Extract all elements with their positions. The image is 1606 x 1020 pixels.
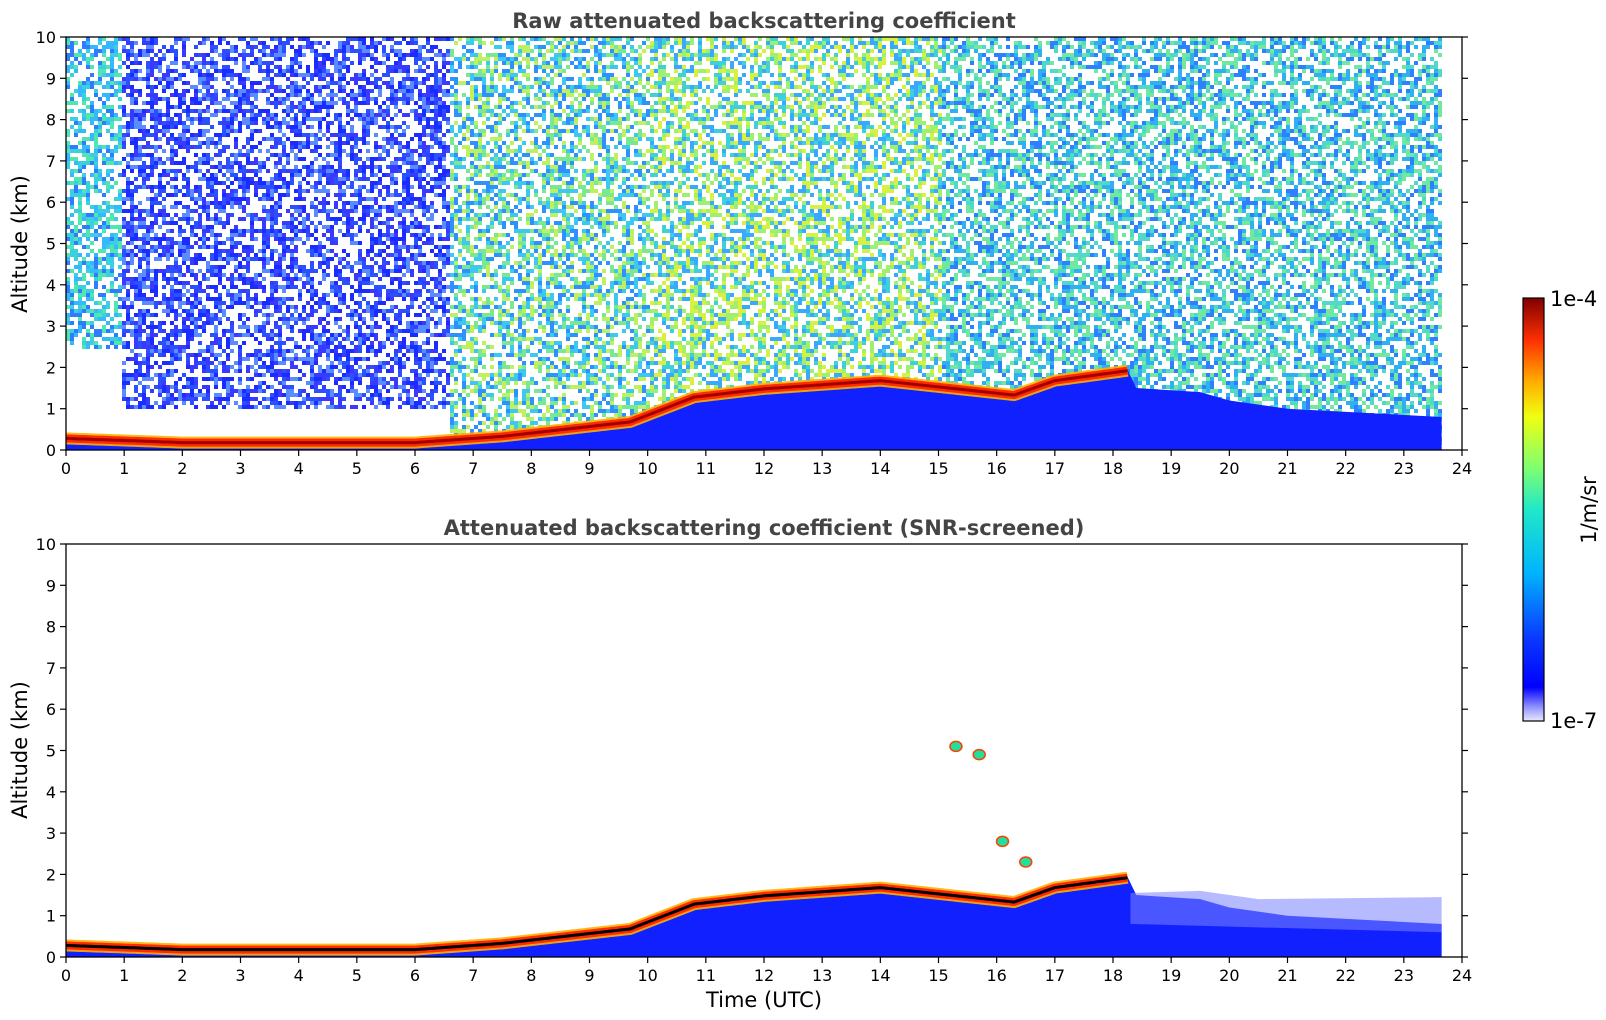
y-tick-label: 9 <box>46 576 56 595</box>
aerosol-layer-band <box>66 364 1129 449</box>
y-tick-label: 7 <box>46 152 56 171</box>
x-tick-label: 12 <box>754 459 774 478</box>
x-tick-label: 11 <box>696 459 716 478</box>
colorbar-min-label: 1e-7 <box>1550 709 1597 733</box>
y-tick-label: 3 <box>46 317 56 336</box>
x-tick-label: 22 <box>1335 966 1355 985</box>
x-tick-label: 24 <box>1452 459 1472 478</box>
x-tick-label: 2 <box>177 966 187 985</box>
x-tick-label: 20 <box>1219 966 1239 985</box>
y-tick-label: 6 <box>46 700 56 719</box>
colorbar-gradient <box>1522 297 1545 722</box>
x-tick-label: 8 <box>526 966 536 985</box>
y-tick-label: 4 <box>46 783 56 802</box>
x-tick-label: 3 <box>235 459 245 478</box>
panel-raw-plot-area <box>66 37 1442 450</box>
x-tick-label: 15 <box>928 459 948 478</box>
x-tick-label: 16 <box>986 459 1006 478</box>
x-tick-label: 0 <box>61 459 71 478</box>
x-tick-label: 1 <box>119 459 129 478</box>
x-tick-label: 8 <box>526 459 536 478</box>
x-tick-label: 12 <box>754 966 774 985</box>
x-tick-label: 5 <box>352 459 362 478</box>
y-tick-label: 3 <box>46 824 56 843</box>
x-tick-label: 10 <box>637 459 657 478</box>
x-tick-label: 14 <box>870 966 890 985</box>
panel-raw-y-label: Altitude (km) <box>8 175 32 313</box>
y-tick-label: 0 <box>46 441 56 460</box>
colorbar: 1e-4 1e-7 1/m/sr <box>1522 287 1601 733</box>
x-tick-label: 24 <box>1452 966 1472 985</box>
x-tick-label: 10 <box>637 966 657 985</box>
panel-raw-x-ticks: 0 1 2 3 4 5 6 7 8 9 10 11 12 13 14 15 16 17 18 19 20 21 22 23 24 <box>61 450 1472 478</box>
y-tick-label: 4 <box>46 276 56 295</box>
x-tick-label: 13 <box>812 966 832 985</box>
x-tick-label: 0 <box>61 966 71 985</box>
y-tick-label: 2 <box>46 865 56 884</box>
y-tick-label: 1 <box>46 400 56 419</box>
x-tick-label: 16 <box>986 966 1006 985</box>
panel-screened-plot-area <box>66 740 1442 957</box>
panel-screened-y-label: Altitude (km) <box>8 681 32 819</box>
panel-screened: Attenuated backscattering coefficient (S… <box>8 516 1472 1012</box>
cloud-patches <box>949 740 1033 868</box>
panel-raw-y-ticks: 0 1 2 3 4 5 6 7 8 9 10 <box>36 28 1468 460</box>
x-tick-label: 2 <box>177 459 187 478</box>
x-tick-label: 17 <box>1045 459 1065 478</box>
x-tick-label: 4 <box>294 459 304 478</box>
x-tick-label: 23 <box>1394 966 1414 985</box>
x-tick-label: 4 <box>294 966 304 985</box>
panel-screened-title: Attenuated backscattering coefficient (S… <box>444 516 1085 540</box>
x-tick-label: 15 <box>928 966 948 985</box>
y-tick-label: 2 <box>46 358 56 377</box>
x-tick-label: 22 <box>1335 459 1355 478</box>
x-tick-label: 6 <box>410 966 420 985</box>
x-tick-label: 5 <box>352 966 362 985</box>
boundary-layer-fill <box>66 876 1442 957</box>
y-tick-label: 1 <box>46 907 56 926</box>
x-tick-label: 11 <box>696 966 716 985</box>
y-tick-label: 5 <box>46 742 56 761</box>
y-tick-label: 10 <box>36 28 56 47</box>
y-tick-label: 6 <box>46 193 56 212</box>
aerosol-layer-band <box>66 871 1129 956</box>
x-tick-label: 14 <box>870 459 890 478</box>
y-tick-label: 8 <box>46 111 56 130</box>
x-tick-label: 7 <box>468 459 478 478</box>
x-tick-label: 9 <box>584 966 594 985</box>
panel-screened-y-ticks: 0 1 2 3 4 5 6 7 8 9 10 <box>36 535 1468 967</box>
x-tick-label: 3 <box>235 966 245 985</box>
x-tick-label: 7 <box>468 966 478 985</box>
x-tick-label: 19 <box>1161 459 1181 478</box>
x-tick-label: 1 <box>119 966 129 985</box>
x-tick-label: 18 <box>1103 459 1123 478</box>
y-tick-label: 0 <box>46 948 56 967</box>
x-tick-label: 6 <box>410 459 420 478</box>
panel-screened-x-ticks: 0 1 2 3 4 5 6 7 8 9 10 11 12 13 14 15 16 17 18 19 20 21 22 23 24 <box>61 957 1472 985</box>
panel-raw-title: Raw attenuated backscattering coefficien… <box>512 9 1016 33</box>
x-tick-label: 9 <box>584 459 594 478</box>
y-tick-label: 7 <box>46 659 56 678</box>
y-tick-label: 10 <box>36 535 56 554</box>
x-axis-label: Time (UTC) <box>705 988 822 1012</box>
y-tick-label: 5 <box>46 235 56 254</box>
x-tick-label: 20 <box>1219 459 1239 478</box>
panel-raw: Raw attenuated backscattering coefficien… <box>8 9 1472 478</box>
x-tick-label: 21 <box>1277 459 1297 478</box>
x-tick-label: 21 <box>1277 966 1297 985</box>
x-tick-label: 23 <box>1394 459 1414 478</box>
colorbar-max-label: 1e-4 <box>1550 287 1597 311</box>
boundary-layer-fill <box>66 369 1442 450</box>
y-tick-label: 8 <box>46 618 56 637</box>
x-tick-label: 17 <box>1045 966 1065 985</box>
x-tick-label: 13 <box>812 459 832 478</box>
x-tick-label: 18 <box>1103 966 1123 985</box>
y-tick-label: 9 <box>46 69 56 88</box>
colorbar-unit-label: 1/m/sr <box>1577 476 1601 544</box>
x-tick-label: 19 <box>1161 966 1181 985</box>
